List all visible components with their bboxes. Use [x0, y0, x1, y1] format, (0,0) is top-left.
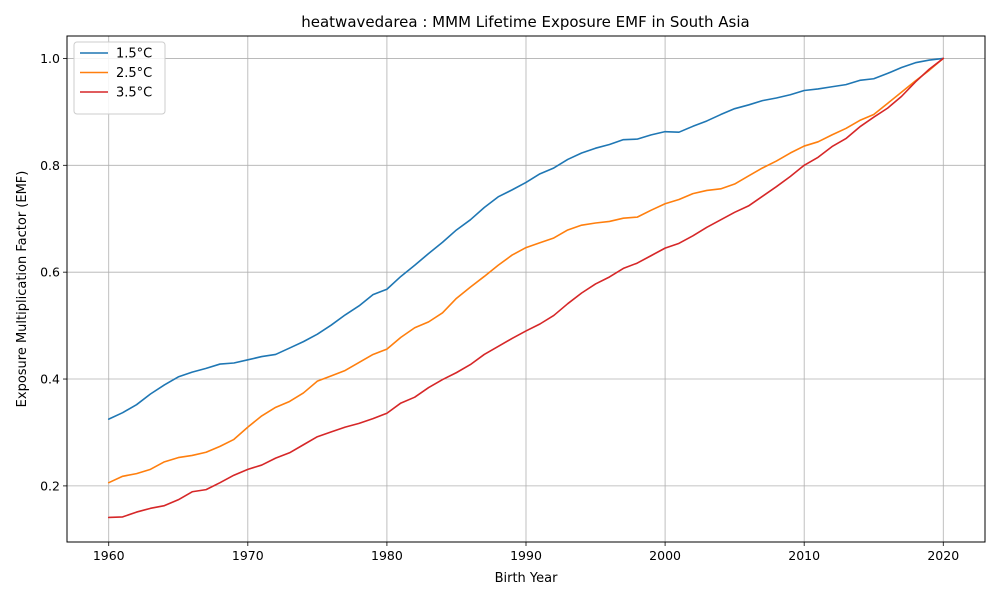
y-tick-label: 0.4	[40, 372, 60, 387]
x-axis-label: Birth Year	[495, 571, 559, 586]
legend-label-1: 2.5°C	[116, 66, 152, 81]
x-axis-ticks: 1960 1970 1980 1990 2000 2010 2020	[93, 542, 959, 563]
y-axis-label: Exposure Multiplication Factor (EMF)	[15, 171, 30, 408]
series-line-2	[107, 57, 945, 519]
y-tick-label: 0.8	[40, 158, 60, 173]
series-line-1	[107, 57, 945, 484]
x-tick-label: 1970	[232, 548, 264, 563]
series-lines	[107, 57, 945, 519]
chart-title: heatwavedarea : MMM Lifetime Exposure EM…	[301, 13, 749, 31]
y-axis-ticks: 0.2 0.4 0.6 0.8 1.0	[40, 51, 67, 493]
y-tick-label: 0.6	[40, 265, 60, 280]
legend-box	[73, 41, 166, 115]
y-tick-label: 1.0	[40, 51, 60, 66]
legend-label-0: 1.5°C	[116, 47, 152, 62]
legend: 1.5°C 2.5°C 3.5°C	[73, 41, 166, 115]
x-tick-label: 2010	[788, 548, 820, 563]
x-tick-label: 1990	[510, 548, 542, 563]
x-tick-label: 2020	[927, 548, 959, 563]
x-tick-label: 1980	[371, 548, 403, 563]
x-tick-label: 2000	[649, 548, 681, 563]
series-line-0	[107, 57, 945, 420]
legend-label-2: 3.5°C	[116, 86, 152, 101]
x-tick-label: 1960	[93, 548, 125, 563]
y-tick-label: 0.2	[40, 478, 60, 493]
